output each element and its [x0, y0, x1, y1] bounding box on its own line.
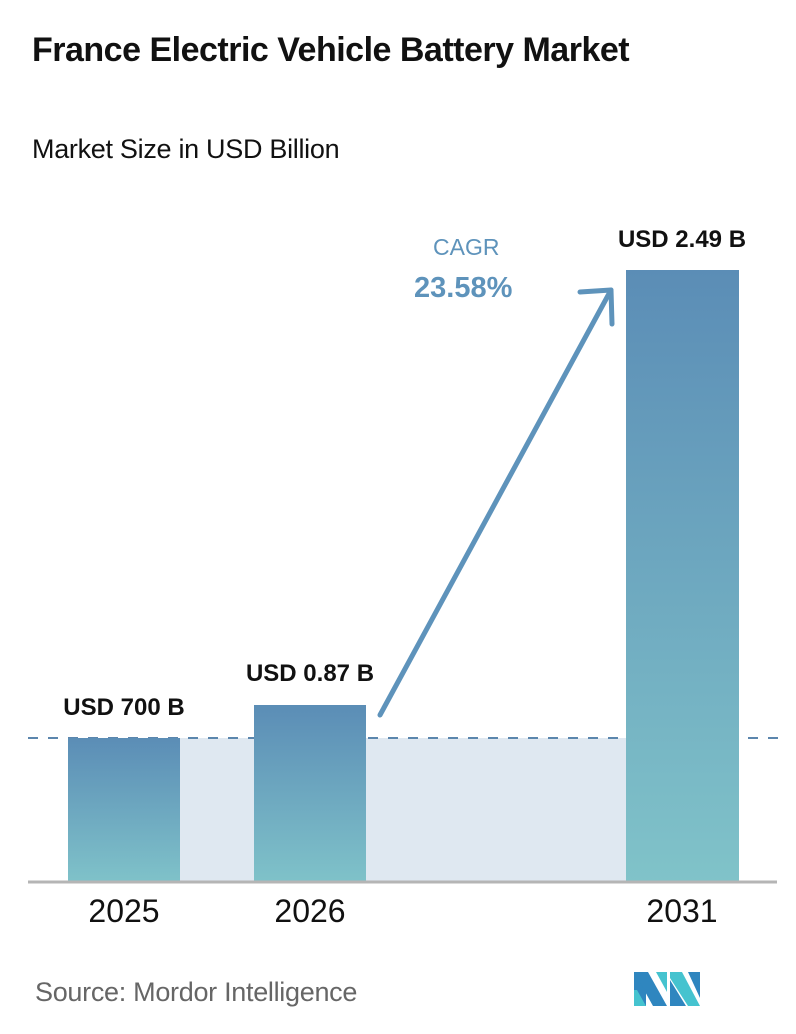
- bar-value-label-2031: USD 2.49 B: [617, 226, 747, 253]
- cagr-arrow-icon: [377, 287, 615, 718]
- x-tick-2025: 2025: [88, 893, 160, 929]
- cagr-value: 23.58%: [414, 272, 513, 304]
- x-tick-2031: 2031: [646, 893, 718, 929]
- bar-2031: [626, 270, 739, 882]
- mordor-intelligence-logo-icon: [634, 972, 700, 1006]
- bar-value-label-2025: USD 700 B: [63, 694, 185, 721]
- x-tick-2026: 2026: [274, 893, 346, 929]
- bar-value-label-2026: USD 0.87 B: [245, 660, 375, 687]
- chart-title: France Electric Vehicle Battery Market: [32, 31, 630, 69]
- bar-2026: [254, 705, 366, 882]
- cagr-label: CAGR: [433, 234, 500, 260]
- bar-2025: [68, 738, 180, 882]
- source-credit: Source: Mordor Intelligence: [35, 977, 358, 1007]
- chart-subtitle: Market Size in USD Billion: [32, 134, 340, 164]
